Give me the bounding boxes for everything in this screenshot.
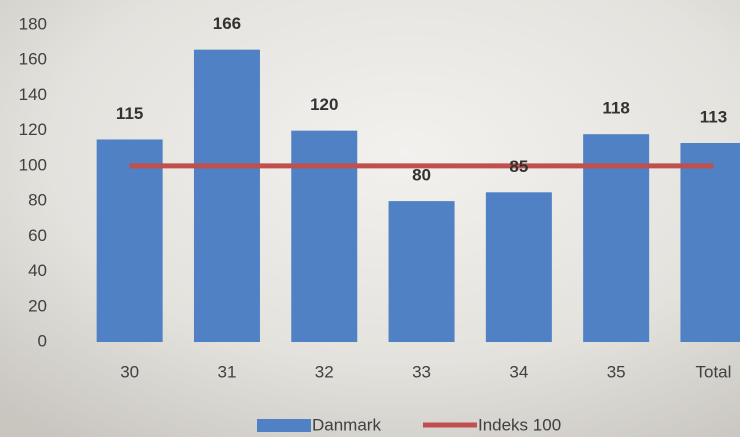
x-tick-label: 33 bbox=[412, 362, 431, 381]
y-tick-label: 180 bbox=[19, 14, 47, 33]
bar bbox=[486, 192, 552, 342]
y-tick-label: 0 bbox=[38, 331, 47, 350]
value-label: 120 bbox=[310, 95, 338, 114]
value-label: 118 bbox=[602, 99, 629, 118]
bar bbox=[97, 139, 163, 342]
x-tick-label: 31 bbox=[217, 362, 236, 381]
value-label: 166 bbox=[213, 14, 241, 33]
legend-swatch bbox=[257, 419, 311, 432]
bar bbox=[291, 131, 357, 342]
y-tick-label: 100 bbox=[19, 155, 47, 174]
y-tick-label: 140 bbox=[19, 85, 47, 104]
value-label: 85 bbox=[509, 157, 528, 176]
x-tick-label: 30 bbox=[120, 362, 139, 381]
value-label: 113 bbox=[700, 107, 727, 126]
bar bbox=[389, 201, 455, 342]
value-label: 80 bbox=[412, 166, 431, 185]
bar bbox=[680, 143, 740, 342]
legend-label: Indeks 100 bbox=[478, 415, 561, 434]
y-tick-label: 60 bbox=[28, 226, 47, 245]
value-label: 115 bbox=[116, 104, 143, 123]
y-tick-label: 20 bbox=[28, 296, 47, 315]
y-tick-label: 40 bbox=[28, 261, 47, 280]
x-tick-label: 35 bbox=[607, 362, 626, 381]
legend-label: Danmark bbox=[312, 415, 381, 434]
page: {"chart_data": {"type": "bar", "categori… bbox=[0, 0, 740, 437]
y-tick-label: 160 bbox=[19, 50, 47, 69]
y-tick-label: 80 bbox=[28, 191, 47, 210]
x-tick-label: 32 bbox=[315, 362, 334, 381]
x-tick-label: Total bbox=[695, 362, 731, 381]
y-tick-label: 120 bbox=[19, 120, 47, 139]
bar bbox=[194, 50, 260, 342]
chart: 0 20 40 60 80 100 120 140 160 180 30 31 32 33 34 35 Tota… bbox=[0, 0, 740, 437]
x-tick-label: 34 bbox=[509, 362, 528, 381]
